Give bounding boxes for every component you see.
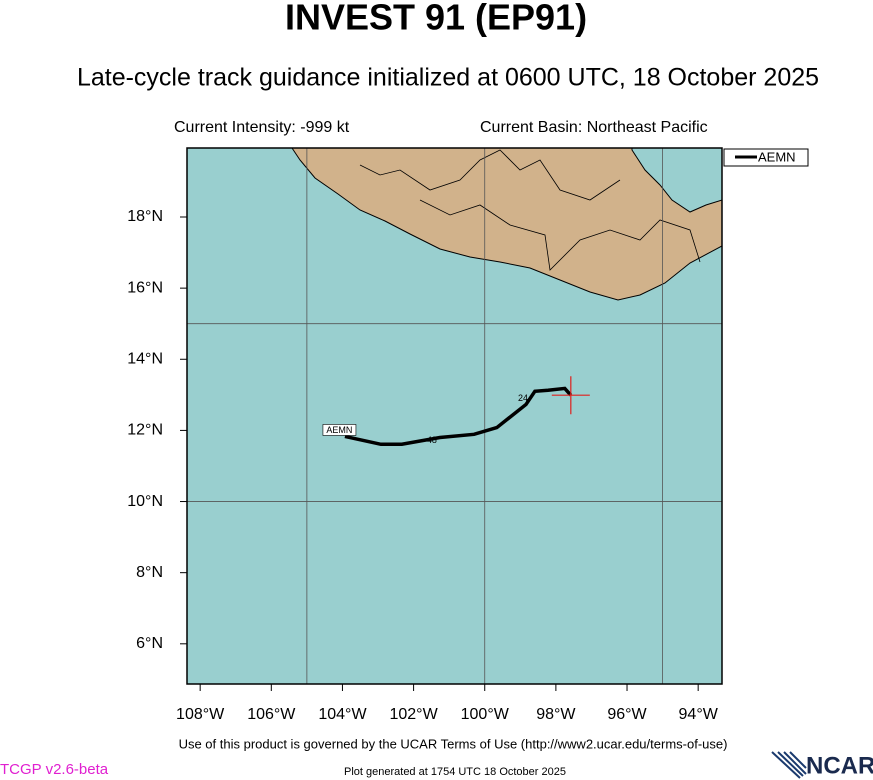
y-tick-label: 12°N	[127, 422, 163, 439]
chart-title: INVEST 91 (EP91)	[285, 0, 587, 38]
track-label-box	[322, 424, 357, 436]
logo-text: NCAR	[806, 752, 873, 779]
intensity-label: Current Intensity: -999 kt	[174, 119, 350, 136]
state-border	[359, 149, 621, 201]
y-tick-label: 18°N	[127, 208, 163, 225]
hour-label: 24	[518, 393, 528, 403]
land	[291, 147, 723, 301]
basin-label: Current Basin: Northeast Pacific	[480, 119, 708, 136]
generated-text: Plot generated at 1754 UTC 18 October 20…	[344, 766, 566, 778]
x-tick-label: 102°W	[389, 706, 438, 723]
map-frame	[186, 147, 723, 685]
y-tick-label: 10°N	[127, 493, 163, 510]
y-tick-label: 16°N	[127, 279, 163, 296]
x-tick-label: 106°W	[247, 706, 296, 723]
chart-subtitle: Late-cycle track guidance initialized at…	[77, 64, 819, 92]
x-tick-label: 96°W	[607, 706, 647, 723]
y-tick-label: 8°N	[136, 564, 163, 581]
y-tick-label: 14°N	[127, 350, 163, 367]
x-tick-label: 98°W	[536, 706, 576, 723]
track-line	[344, 386, 573, 447]
legend	[723, 148, 809, 167]
track-label: AEMN	[326, 425, 352, 435]
map-area	[187, 147, 723, 684]
current-position	[551, 376, 590, 415]
logo-mark	[771, 751, 807, 779]
terms-text: Use of this product is governed by the U…	[179, 736, 728, 751]
hour-label: 48	[427, 435, 437, 445]
version-text: TCGP v2.6-beta	[0, 761, 109, 778]
x-tick-label: 100°W	[461, 706, 510, 723]
x-tick-label: 108°W	[176, 706, 225, 723]
legend-label: AEMN	[758, 149, 796, 164]
y-tick-label: 6°N	[136, 635, 163, 652]
x-tick-label: 94°W	[679, 706, 719, 723]
x-tick-label: 104°W	[318, 706, 367, 723]
state-border	[419, 199, 701, 271]
